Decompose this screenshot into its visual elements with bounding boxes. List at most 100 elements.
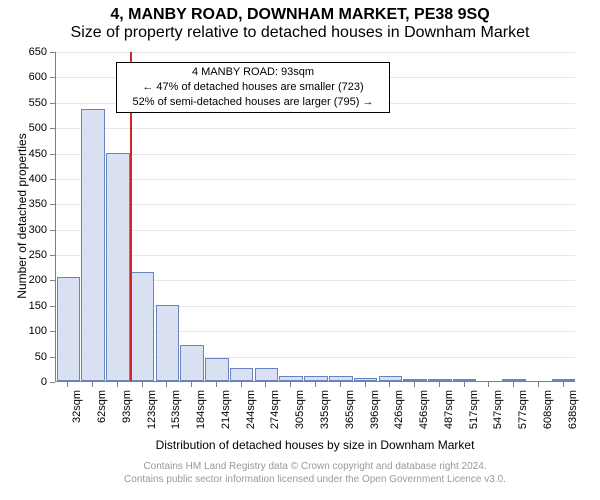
chart-container: 4, MANBY ROAD, DOWNHAM MARKET, PE38 9SQ … bbox=[0, 0, 600, 500]
y-tick-mark bbox=[50, 255, 55, 256]
bar bbox=[279, 376, 303, 381]
x-tick-label: 153sqm bbox=[170, 390, 182, 429]
x-tick-mark bbox=[265, 382, 266, 387]
y-tick-label: 0 bbox=[0, 376, 47, 388]
gridline bbox=[56, 204, 575, 205]
bar bbox=[502, 379, 526, 381]
y-tick-label: 650 bbox=[0, 46, 47, 58]
x-tick-mark bbox=[513, 382, 514, 387]
x-tick-label: 93sqm bbox=[121, 390, 133, 423]
y-tick-mark bbox=[50, 204, 55, 205]
title-line2: Size of property relative to detached ho… bbox=[71, 24, 530, 41]
x-tick-mark bbox=[538, 382, 539, 387]
x-tick-label: 396sqm bbox=[369, 390, 381, 429]
x-tick-label: 426sqm bbox=[393, 390, 405, 429]
x-tick-mark bbox=[166, 382, 167, 387]
y-tick-mark bbox=[50, 280, 55, 281]
x-tick-label: 32sqm bbox=[71, 390, 83, 423]
x-tick-label: 608sqm bbox=[542, 390, 554, 429]
bar bbox=[255, 368, 279, 381]
annotation-line1: 4 MANBY ROAD: 93sqm bbox=[123, 65, 383, 80]
x-tick-mark bbox=[92, 382, 93, 387]
x-tick-mark bbox=[67, 382, 68, 387]
gridline bbox=[56, 154, 575, 155]
x-tick-label: 547sqm bbox=[492, 390, 504, 429]
x-tick-mark bbox=[117, 382, 118, 387]
y-tick-mark bbox=[50, 77, 55, 78]
bar bbox=[453, 379, 477, 381]
x-tick-mark bbox=[389, 382, 390, 387]
bar bbox=[428, 379, 452, 381]
bar bbox=[81, 109, 105, 381]
bar bbox=[156, 305, 180, 381]
x-tick-mark bbox=[191, 382, 192, 387]
footer-line2: Contains public sector information licen… bbox=[55, 473, 575, 486]
y-tick-mark bbox=[50, 154, 55, 155]
bar bbox=[180, 345, 204, 381]
x-tick-mark bbox=[439, 382, 440, 387]
bar bbox=[304, 376, 328, 381]
annotation-line2: ← 47% of detached houses are smaller (72… bbox=[123, 80, 383, 95]
x-tick-label: 305sqm bbox=[294, 390, 306, 429]
bar bbox=[552, 379, 576, 381]
x-tick-mark bbox=[563, 382, 564, 387]
y-tick-mark bbox=[50, 382, 55, 383]
x-tick-label: 638sqm bbox=[567, 390, 579, 429]
x-tick-mark bbox=[241, 382, 242, 387]
x-tick-label: 62sqm bbox=[96, 390, 108, 423]
y-tick-label: 100 bbox=[0, 325, 47, 337]
annotation-line3: 52% of semi-detached houses are larger (… bbox=[123, 95, 383, 110]
bar bbox=[403, 379, 427, 381]
y-tick-mark bbox=[50, 52, 55, 53]
bar bbox=[379, 376, 403, 381]
bar bbox=[354, 378, 378, 381]
bar bbox=[205, 358, 229, 381]
y-tick-label: 550 bbox=[0, 97, 47, 109]
y-tick-mark bbox=[50, 230, 55, 231]
gridline bbox=[56, 52, 575, 53]
bar bbox=[57, 277, 81, 381]
bar bbox=[230, 368, 254, 381]
annotation-box: 4 MANBY ROAD: 93sqm ← 47% of detached ho… bbox=[116, 62, 390, 113]
y-tick-label: 600 bbox=[0, 71, 47, 83]
y-tick-label: 50 bbox=[0, 351, 47, 363]
x-tick-mark bbox=[142, 382, 143, 387]
y-tick-mark bbox=[50, 179, 55, 180]
x-tick-label: 184sqm bbox=[195, 390, 207, 429]
bar bbox=[131, 272, 155, 381]
x-tick-label: 123sqm bbox=[146, 390, 158, 429]
y-tick-mark bbox=[50, 357, 55, 358]
y-tick-mark bbox=[50, 103, 55, 104]
x-tick-label: 214sqm bbox=[220, 390, 232, 429]
x-tick-mark bbox=[414, 382, 415, 387]
x-tick-label: 274sqm bbox=[269, 390, 281, 429]
y-tick-mark bbox=[50, 306, 55, 307]
chart-subtitle: Size of property relative to detached ho… bbox=[0, 24, 600, 42]
x-tick-mark bbox=[488, 382, 489, 387]
x-tick-mark bbox=[216, 382, 217, 387]
x-tick-label: 487sqm bbox=[443, 390, 455, 429]
x-tick-label: 577sqm bbox=[517, 390, 529, 429]
x-axis-label: Distribution of detached houses by size … bbox=[55, 438, 575, 452]
gridline bbox=[56, 128, 575, 129]
gridline bbox=[56, 255, 575, 256]
y-axis-label: Number of detached properties bbox=[15, 116, 29, 316]
footer-line1: Contains HM Land Registry data © Crown c… bbox=[55, 460, 575, 473]
x-tick-mark bbox=[464, 382, 465, 387]
title-line1: 4, MANBY ROAD, DOWNHAM MARKET, PE38 9SQ bbox=[110, 6, 489, 23]
chart-title: 4, MANBY ROAD, DOWNHAM MARKET, PE38 9SQ bbox=[0, 6, 600, 24]
x-tick-label: 365sqm bbox=[344, 390, 356, 429]
x-tick-mark bbox=[365, 382, 366, 387]
x-tick-mark bbox=[340, 382, 341, 387]
footer: Contains HM Land Registry data © Crown c… bbox=[55, 460, 575, 486]
bar bbox=[329, 376, 353, 381]
x-tick-mark bbox=[315, 382, 316, 387]
gridline bbox=[56, 230, 575, 231]
bar bbox=[106, 153, 130, 381]
x-tick-label: 335sqm bbox=[319, 390, 331, 429]
x-tick-mark bbox=[290, 382, 291, 387]
y-tick-mark bbox=[50, 128, 55, 129]
gridline bbox=[56, 179, 575, 180]
y-tick-mark bbox=[50, 331, 55, 332]
x-tick-label: 456sqm bbox=[418, 390, 430, 429]
